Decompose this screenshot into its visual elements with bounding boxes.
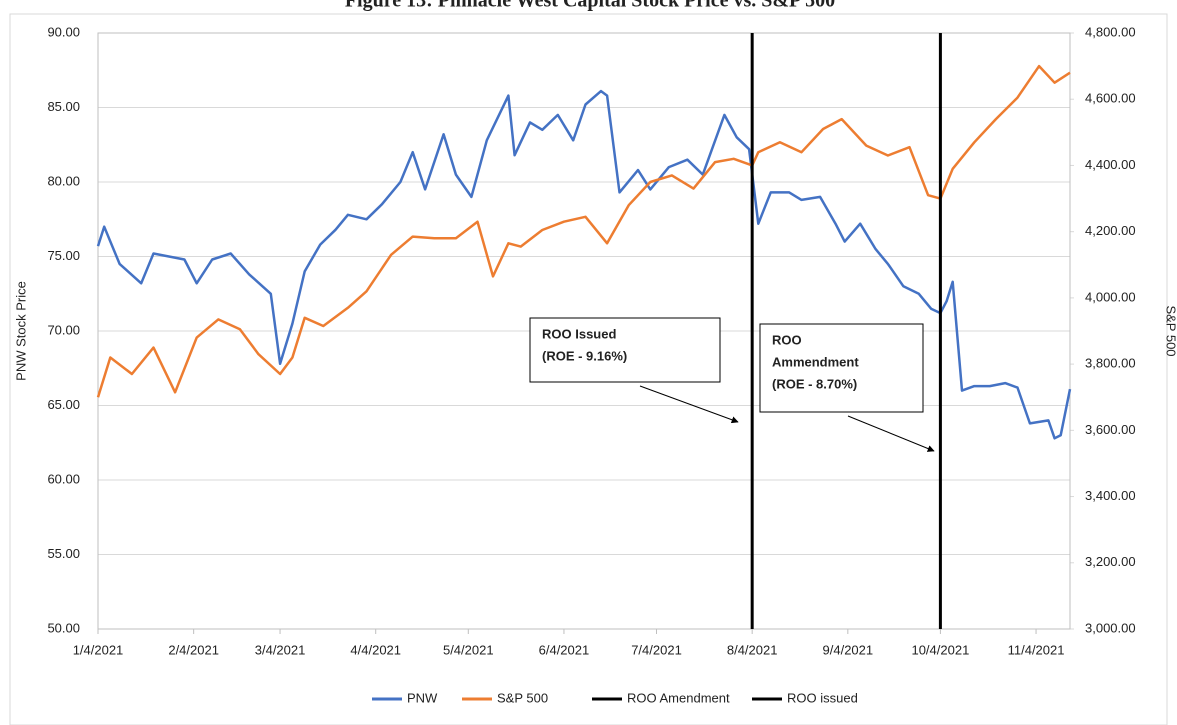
y2-axis-label: S&P 500 <box>1164 305 1177 356</box>
x-tick-label: 3/4/2021 <box>255 642 306 657</box>
x-tick-label: 4/4/2021 <box>350 642 401 657</box>
annotation-arrow <box>639 385 739 424</box>
y-axis-label: PNW Stock Price <box>13 281 28 381</box>
y2-tick-label: 3,800.00 <box>1085 356 1136 371</box>
y-tick-label: 65.00 <box>47 397 80 412</box>
y2-tick-label: 4,400.00 <box>1085 157 1136 172</box>
x-tick-label: 9/4/2021 <box>823 642 874 657</box>
y-tick-label: 90.00 <box>47 24 80 39</box>
x-tick-label: 8/4/2021 <box>727 642 778 657</box>
y-tick-label: 50.00 <box>47 620 80 635</box>
y2-tick-label: 4,000.00 <box>1085 289 1136 304</box>
x-tick-label: 7/4/2021 <box>631 642 682 657</box>
x-tick-label: 2/4/2021 <box>168 642 219 657</box>
x-tick-label: 1/4/2021 <box>73 642 124 657</box>
y2-tick-label: 3,400.00 <box>1085 488 1136 503</box>
plot-border <box>97 32 1071 630</box>
y-tick-label: 85.00 <box>47 99 80 114</box>
chart-frame <box>9 13 1168 725</box>
annotation-box <box>529 317 721 383</box>
series-line <box>96 89 1072 440</box>
y2-tick-label: 3,200.00 <box>1085 554 1136 569</box>
y2-tick-label: 4,200.00 <box>1085 223 1136 238</box>
annotation-text: ROO Issued <box>542 326 616 341</box>
y-tick-label: 75.00 <box>47 248 80 263</box>
legend-label: PNW <box>407 690 438 705</box>
legend-label: ROO Amendment <box>627 690 730 705</box>
x-tick-label: 6/4/2021 <box>539 642 590 657</box>
annotation-text: (ROE - 8.70%) <box>772 376 857 391</box>
legend-label: ROO issued <box>787 690 858 705</box>
annotation-text: ROO <box>772 332 802 347</box>
x-tick-label: 5/4/2021 <box>443 642 494 657</box>
y-tick-label: 55.00 <box>47 546 80 561</box>
series-line <box>96 64 1071 398</box>
x-tick-label: 11/4/2021 <box>1008 642 1065 657</box>
annotation-arrow <box>847 415 935 452</box>
y2-tick-label: 4,600.00 <box>1085 91 1136 106</box>
y-tick-label: 60.00 <box>47 471 80 486</box>
y-tick-label: 70.00 <box>47 322 80 337</box>
annotation-text: Ammendment <box>772 354 859 369</box>
y2-tick-label: 3,000.00 <box>1085 620 1136 635</box>
chart-title: Figure 13: Pinnacle West Capital Stock P… <box>345 0 835 12</box>
legend-label: S&P 500 <box>497 690 548 705</box>
x-tick-label: 10/4/2021 <box>911 642 969 657</box>
y2-tick-label: 3,600.00 <box>1085 422 1136 437</box>
annotation-text: (ROE - 9.16%) <box>542 348 627 363</box>
y2-tick-label: 4,800.00 <box>1085 24 1136 39</box>
annotation-box <box>759 323 924 413</box>
y-tick-label: 80.00 <box>47 173 80 188</box>
